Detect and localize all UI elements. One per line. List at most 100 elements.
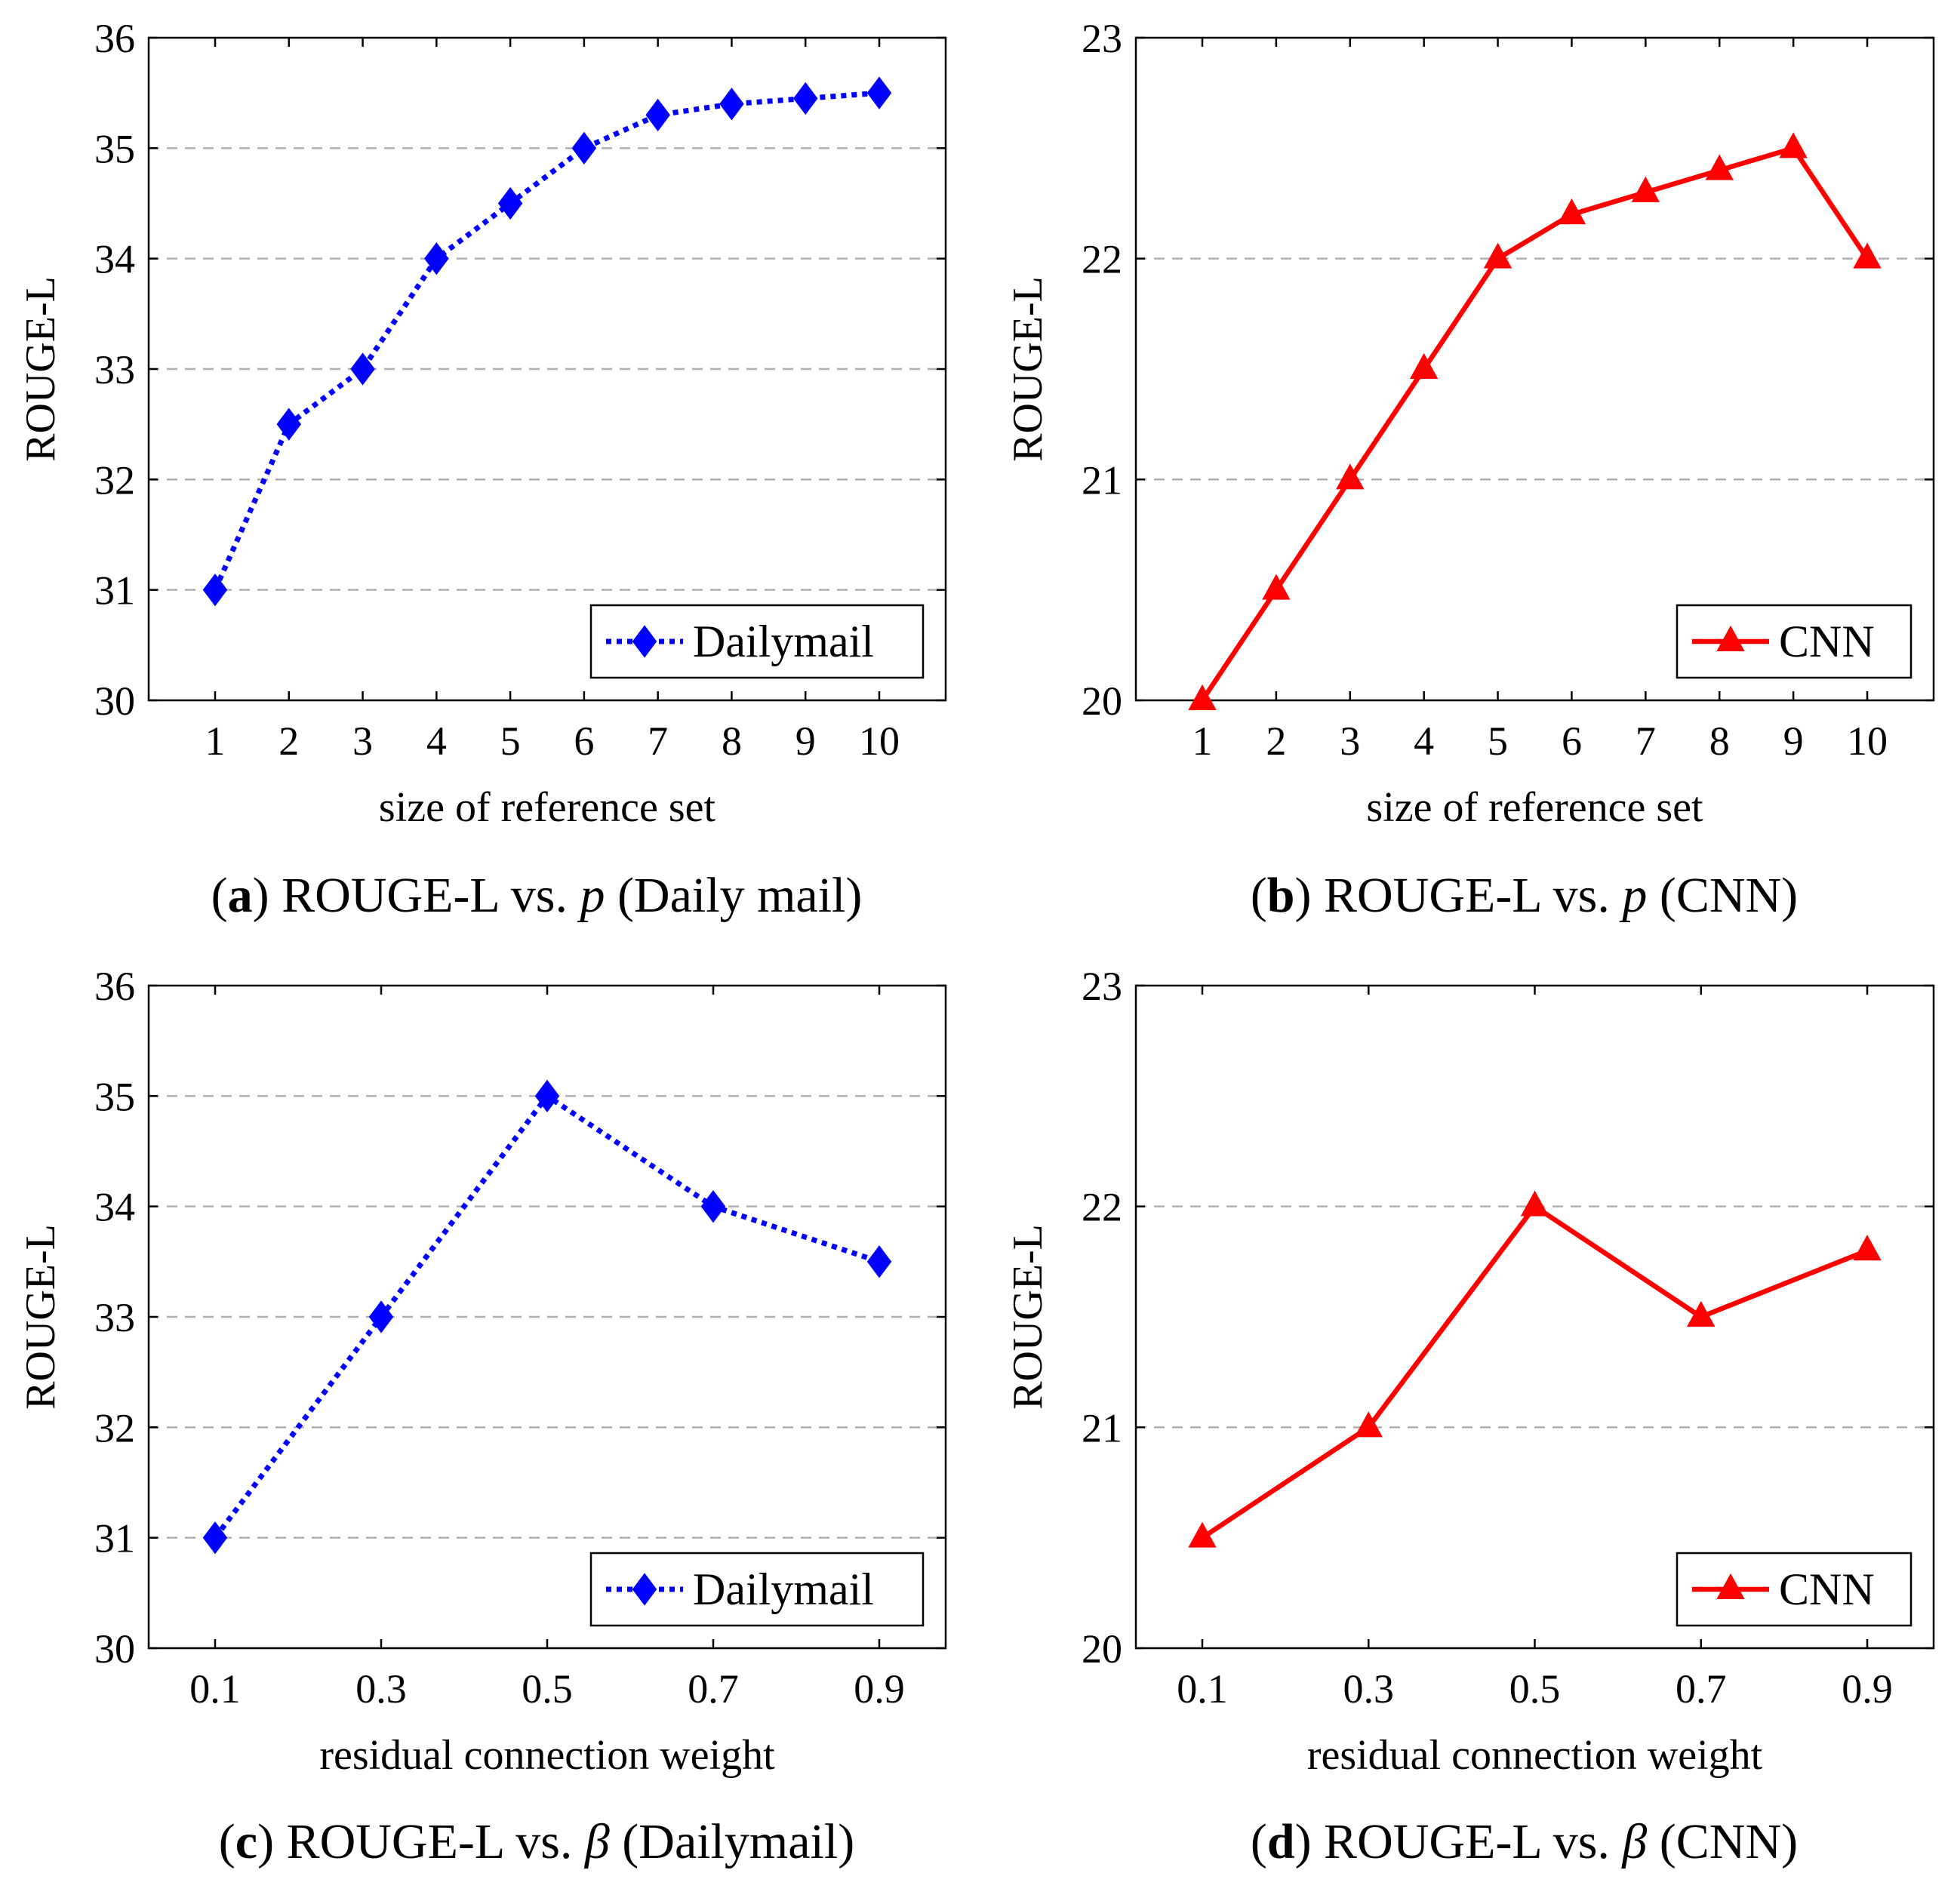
marker-triangle-1 xyxy=(1354,1411,1383,1438)
x-tick-label: 0.9 xyxy=(1842,1666,1893,1712)
x-axis-label: size of reference set xyxy=(1366,784,1703,831)
x-axis-label: residual connection weight xyxy=(1307,1732,1763,1779)
marker-diamond-4 xyxy=(497,186,523,220)
marker-triangle-1 xyxy=(1262,574,1291,600)
x-tick-label: 8 xyxy=(722,718,742,764)
marker-triangle-5 xyxy=(1557,198,1586,225)
y-tick-label: 35 xyxy=(94,126,135,171)
x-axis-label: residual connection weight xyxy=(319,1732,775,1779)
y-tick-label: 30 xyxy=(94,1626,135,1672)
marker-diamond-4 xyxy=(866,1245,892,1278)
y-tick-label: 30 xyxy=(94,678,135,724)
x-tick-label: 3 xyxy=(1340,718,1360,764)
x-tick-label: 5 xyxy=(500,718,521,764)
x-tick-label: 0.1 xyxy=(1177,1666,1228,1712)
marker-diamond-3 xyxy=(424,241,449,275)
x-tick-label: 0.1 xyxy=(189,1666,241,1712)
y-tick-label: 32 xyxy=(94,457,135,503)
x-tick-label: 4 xyxy=(426,718,447,764)
x-tick-label: 0.9 xyxy=(854,1666,905,1712)
x-axis-label: size of reference set xyxy=(379,784,716,831)
legend-label: Dailymail xyxy=(693,617,874,666)
legend: CNN xyxy=(1676,1552,1913,1627)
marker-triangle-0 xyxy=(1188,684,1217,710)
marker-triangle-9 xyxy=(1853,242,1882,269)
y-tick-label: 31 xyxy=(94,1516,135,1561)
marker-diamond-0 xyxy=(202,1521,228,1555)
y-tick-label: 22 xyxy=(1082,1185,1122,1230)
x-tick-label: 0.7 xyxy=(688,1666,739,1712)
panel-caption: (b) ROUGE-L vs. p (CNN) xyxy=(1251,868,1798,923)
marker-diamond-5 xyxy=(571,131,597,165)
x-tick-label: 2 xyxy=(1266,718,1286,764)
marker-diamond-7 xyxy=(719,88,744,121)
marker-diamond-2 xyxy=(534,1079,560,1113)
legend-label: CNN xyxy=(1779,617,1875,666)
marker-diamond-legend xyxy=(632,625,657,658)
y-tick-label: 34 xyxy=(94,1185,135,1230)
series-line-cnn xyxy=(1201,1204,1869,1540)
legend: CNN xyxy=(1676,604,1913,679)
marker-triangle-3 xyxy=(1687,1300,1716,1327)
y-tick-label: 22 xyxy=(1082,237,1122,282)
y-axis-label: ROUGE-L xyxy=(17,276,64,462)
legend: Dailymail xyxy=(589,1552,925,1627)
marker-triangle-4 xyxy=(1853,1235,1882,1261)
y-tick-label: 23 xyxy=(1082,16,1122,61)
legend: Dailymail xyxy=(589,604,925,679)
panel-caption: (c) ROUGE-L vs. β (Dailymail) xyxy=(219,1814,854,1869)
x-tick-label: 9 xyxy=(1783,718,1804,764)
x-tick-label: 2 xyxy=(278,718,299,764)
marker-triangle-6 xyxy=(1631,176,1660,202)
marker-diamond-1 xyxy=(276,408,302,441)
marker-triangle-2 xyxy=(1336,463,1365,490)
x-tick-label: 7 xyxy=(648,718,668,764)
x-tick-label: 10 xyxy=(1847,718,1888,764)
x-tick-label: 0.5 xyxy=(1509,1666,1561,1712)
marker-triangle-4 xyxy=(1483,242,1512,269)
marker-diamond-2 xyxy=(350,352,375,386)
x-tick-label: 0.5 xyxy=(522,1666,573,1712)
x-tick-label: 4 xyxy=(1414,718,1434,764)
chart-panel-d: 20 21 22 23 0.1 0.3 0.5 0.7 0.9 residual connecti… xyxy=(1005,964,1935,1869)
x-tick-label: 10 xyxy=(859,718,900,764)
y-tick-label: 31 xyxy=(94,568,135,614)
y-tick-label: 23 xyxy=(1082,964,1122,1009)
y-tick-label: 36 xyxy=(94,964,135,1009)
x-tick-label: 1 xyxy=(205,718,226,764)
x-tick-label: 9 xyxy=(795,718,816,764)
plot-frame xyxy=(1134,984,1935,1650)
panel-caption: (a) ROUGE-L vs. p (Daily mail) xyxy=(211,868,863,923)
marker-triangle-8 xyxy=(1779,132,1808,158)
y-axis-label: ROUGE-L xyxy=(1005,276,1051,462)
y-tick-label: 36 xyxy=(94,16,135,61)
x-tick-label: 3 xyxy=(352,718,373,764)
x-tick-label: 6 xyxy=(1562,718,1582,764)
y-axis-label: ROUGE-L xyxy=(17,1224,64,1410)
y-tick-label: 34 xyxy=(94,237,135,282)
legend-label: Dailymail xyxy=(693,1564,874,1614)
marker-triangle-7 xyxy=(1705,154,1734,180)
marker-diamond-6 xyxy=(645,98,670,132)
series-line-dailymail xyxy=(212,90,880,592)
marker-diamond-1 xyxy=(368,1300,394,1333)
series-line-cnn xyxy=(1200,146,1869,702)
y-tick-label: 20 xyxy=(1082,678,1122,724)
x-tick-label: 0.3 xyxy=(1343,1666,1395,1712)
panel-caption: (d) ROUGE-L vs. β (CNN) xyxy=(1251,1814,1798,1869)
marker-triangle-2 xyxy=(1520,1190,1549,1217)
y-tick-label: 32 xyxy=(94,1405,135,1450)
marker-diamond-9 xyxy=(866,76,892,109)
marker-triangle-0 xyxy=(1188,1521,1217,1548)
x-tick-label: 7 xyxy=(1636,718,1656,764)
marker-diamond-8 xyxy=(792,82,818,115)
x-tick-label: 5 xyxy=(1488,718,1508,764)
y-tick-label: 21 xyxy=(1082,1405,1122,1450)
marker-triangle-legend xyxy=(1716,625,1745,651)
plot-frame xyxy=(1134,36,1935,702)
x-tick-label: 0.3 xyxy=(355,1666,407,1712)
marker-diamond-legend xyxy=(632,1573,657,1606)
marker-triangle-legend xyxy=(1716,1573,1745,1599)
